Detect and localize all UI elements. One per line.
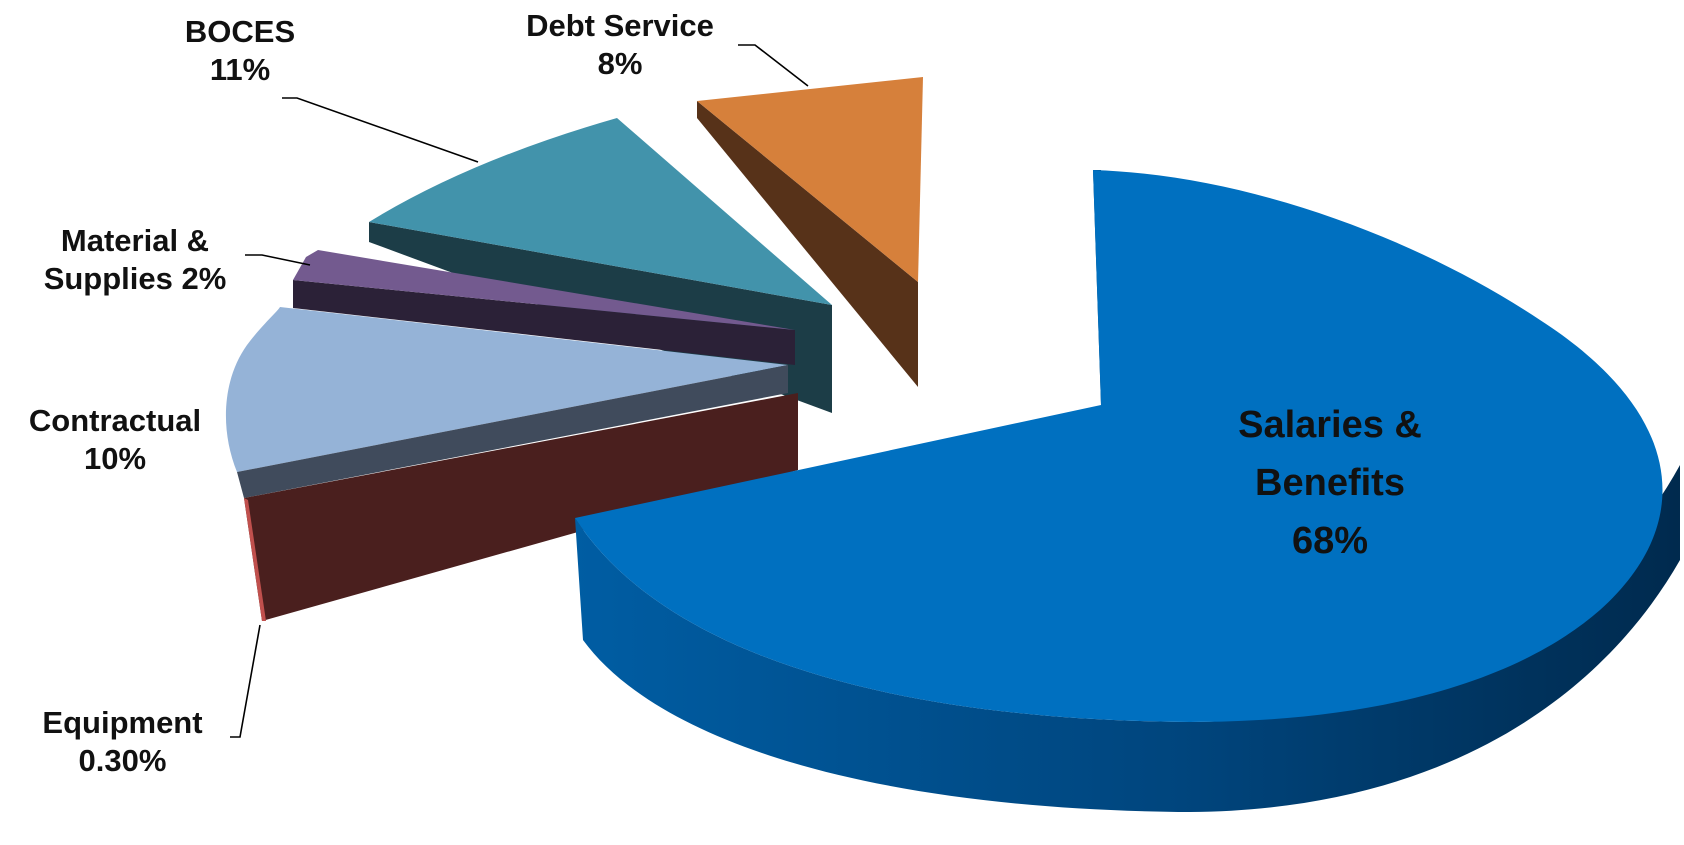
slice-materials	[293, 250, 795, 365]
debt-service-side	[697, 101, 918, 387]
slice-equipment	[244, 393, 798, 621]
label-equipment-name: Equipment	[42, 705, 203, 740]
label-salaries-line1: Salaries &	[1238, 404, 1422, 446]
salaries-top	[575, 170, 1663, 722]
leader-line-debt-service	[738, 44, 809, 87]
contractual-top	[225, 307, 788, 472]
label-debt-service-value: 8%	[597, 46, 643, 81]
debt-service-top	[697, 77, 923, 282]
slice-salaries	[575, 170, 1680, 812]
label-debt-service: Debt Service 8%	[500, 7, 740, 83]
boces-top	[369, 118, 832, 305]
label-salaries-line2: Benefits	[1255, 462, 1405, 504]
equipment-side	[244, 393, 798, 621]
label-materials-line1: Material &	[60, 223, 210, 258]
label-materials-line2: Supplies 2%	[43, 261, 227, 296]
label-debt-service-name: Debt Service	[526, 8, 714, 43]
materials-top	[293, 250, 795, 330]
contractual-side	[237, 365, 788, 498]
label-equipment: Equipment 0.30%	[10, 704, 235, 780]
label-materials: Material & Supplies 2%	[20, 222, 250, 298]
leader-lines	[230, 44, 809, 738]
leader-line-equipment	[230, 624, 261, 738]
label-contractual-name: Contractual	[28, 403, 202, 438]
label-salaries: Salaries & Benefits 68%	[1180, 396, 1480, 570]
label-contractual: Contractual 10%	[5, 402, 225, 478]
label-equipment-value: 0.30%	[78, 743, 167, 778]
label-salaries-value: 68%	[1291, 520, 1369, 562]
label-contractual-value: 10%	[83, 441, 147, 476]
equipment-edge	[244, 498, 266, 621]
slice-contractual	[225, 307, 788, 498]
label-boces-value: 11%	[209, 52, 271, 87]
slice-debt-service	[697, 77, 923, 387]
label-boces: BOCES 11%	[150, 13, 330, 89]
label-boces-name: BOCES	[184, 14, 296, 49]
leader-line-materials	[245, 254, 311, 266]
salaries-side	[575, 465, 1680, 812]
leader-line-boces	[282, 97, 479, 163]
materials-side	[293, 280, 795, 365]
